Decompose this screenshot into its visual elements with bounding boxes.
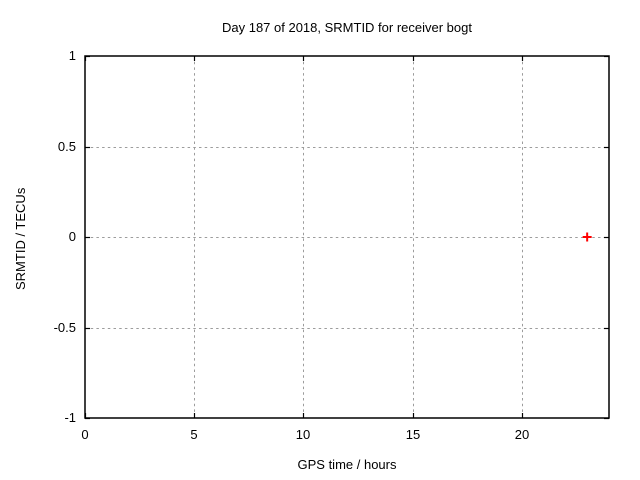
x-tick-label: 0 (81, 427, 89, 442)
y-tick-label: 0.5 (57, 139, 76, 154)
x-tick-label: 20 (514, 427, 530, 442)
x-tick-label: 15 (405, 427, 421, 442)
chart-title: Day 187 of 2018, SRMTID for receiver bog… (221, 20, 472, 35)
y-tick-label: -1 (64, 410, 76, 425)
y-tick-label: 1 (68, 48, 76, 63)
x-tick-label: 10 (295, 427, 311, 442)
x-axis-label: GPS time / hours (297, 457, 397, 472)
x-tick-label: 5 (190, 427, 198, 442)
y-tick-label: -0.5 (53, 320, 76, 335)
y-tick-label: 0 (68, 229, 76, 244)
plot-border (84, 55, 610, 419)
